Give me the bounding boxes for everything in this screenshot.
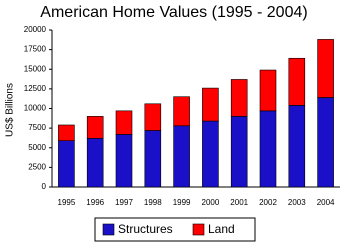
bar-segment (288, 105, 306, 188)
chart-title: American Home Values (1995 - 2004) (40, 4, 307, 21)
x-tick-label: 2000 (202, 198, 220, 207)
x-tick-label: 2002 (259, 198, 277, 207)
bar-segment (259, 110, 277, 188)
bar-segment (144, 130, 162, 188)
x-tick-label: 2001 (230, 198, 248, 207)
legend-label: Structures (118, 222, 173, 236)
bar-segment (115, 134, 133, 188)
y-tick-label: 20000 (24, 25, 47, 34)
legend-box (94, 217, 256, 242)
x-tick-label: 2004 (317, 198, 335, 207)
bar-segment (317, 97, 334, 188)
x-tick-label: 2003 (288, 198, 306, 207)
bar-segment (230, 116, 248, 188)
bar-segment (173, 96, 190, 127)
bar-segment (115, 110, 133, 135)
x-tick-label: 1997 (115, 198, 133, 207)
x-tick-label: 1998 (144, 198, 162, 207)
bar-segment (202, 87, 219, 122)
bar-segment (202, 120, 219, 188)
bar-segment (317, 39, 334, 98)
y-tick-label: 2500 (28, 162, 46, 171)
bar-segment (58, 124, 75, 141)
x-tick-label: 1995 (58, 198, 76, 207)
x-tick-label: 1999 (173, 198, 191, 207)
legend-swatch (102, 223, 115, 236)
bar-segment (288, 57, 306, 106)
y-tick-label: 5000 (28, 143, 46, 152)
bar-segment (86, 138, 104, 188)
y-tick-label: 0 (42, 182, 47, 191)
x-tick-label: 1996 (86, 198, 104, 207)
y-tick-label: 12500 (24, 84, 47, 93)
bar-segment (259, 69, 277, 112)
y-tick-label: 7500 (28, 123, 46, 132)
bar-segment (144, 103, 162, 131)
bar-segment (58, 140, 75, 188)
legend-label: Land (208, 222, 235, 236)
bar-segment (230, 79, 248, 117)
bar-segment (173, 125, 190, 188)
y-tick-label: 15000 (24, 64, 47, 73)
bar-segment (86, 116, 104, 139)
y-axis-label: US$ Billions (5, 83, 16, 137)
y-tick-label: 10000 (24, 104, 47, 113)
y-tick-label: 17500 (24, 45, 47, 54)
legend-swatch (192, 223, 205, 236)
